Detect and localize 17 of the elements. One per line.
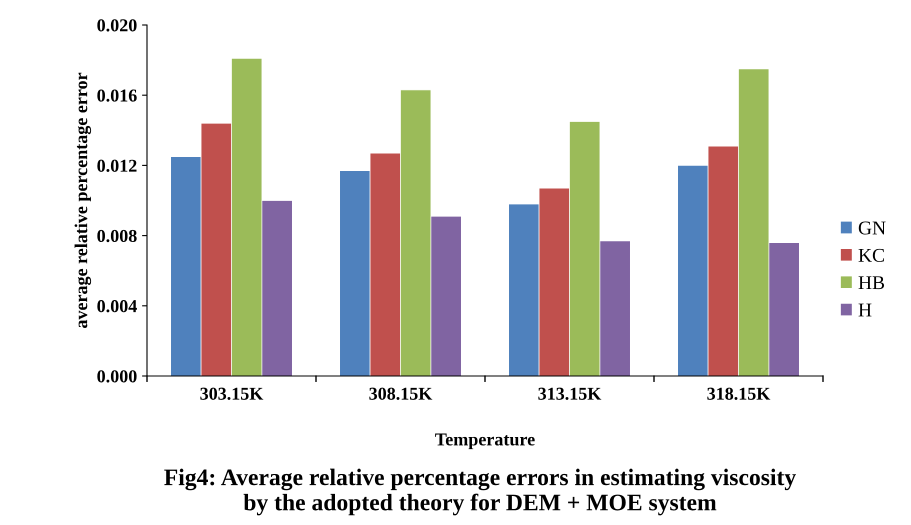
y-tick-label: 0.000 xyxy=(97,370,137,383)
legend-label: H xyxy=(858,304,872,316)
x-tick-label: 308.15K xyxy=(369,388,432,400)
x-tick-label: 313.15K xyxy=(538,388,602,400)
y-axis-title: average relative percentage error xyxy=(74,72,92,328)
y-tick-label: 0.020 xyxy=(97,19,137,32)
legend-label: HB xyxy=(858,276,884,290)
x-tick-label: 303.15K xyxy=(200,388,264,400)
y-tick-label: 0.016 xyxy=(97,89,137,102)
legend-label: GN xyxy=(858,221,886,235)
x-tick-label: 318.15K xyxy=(707,388,770,400)
y-tick-label: 0.004 xyxy=(97,300,137,312)
x-axis-title: Temperature xyxy=(435,434,535,450)
y-tick-label: 0.008 xyxy=(97,230,137,242)
y-tick-label: 0.012 xyxy=(97,160,136,172)
text: Fig4: Average relative percentage errors in estimating viscosity by the adopted theory for DEM + MOE system xyxy=(164,468,796,516)
legend-label: KC xyxy=(858,248,884,262)
